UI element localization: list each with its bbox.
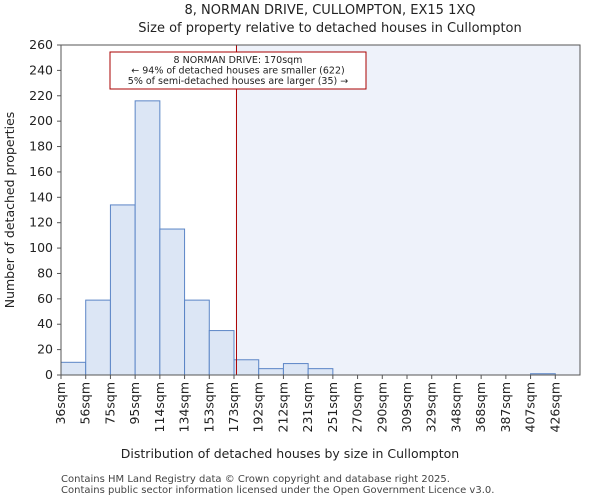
annotation-box	[109, 51, 367, 90]
y-tick-label: 180	[29, 139, 53, 154]
plot-frame	[60, 44, 581, 376]
y-tick-label: 220	[29, 88, 53, 103]
x-tick-label: 134sqm	[177, 382, 192, 432]
x-tick-label: 153sqm	[201, 382, 216, 432]
x-tick-label: 95sqm	[127, 382, 142, 425]
histogram-bar	[159, 228, 186, 376]
histogram-bar	[307, 368, 334, 376]
histogram-bar	[85, 299, 111, 376]
y-tick-label: 260	[29, 37, 53, 52]
footer-credit-1: Contains HM Land Registry data © Crown c…	[61, 474, 450, 485]
x-tick-label: 368sqm	[473, 382, 488, 432]
x-tick-label: 75sqm	[102, 382, 117, 425]
x-tick-label: 251sqm	[325, 382, 340, 432]
y-tick-label: 40	[37, 316, 53, 331]
y-axis-title: Number of detached properties	[2, 112, 17, 309]
histogram-bar	[184, 299, 210, 376]
histogram-bar	[60, 361, 87, 376]
y-tick-label: 200	[29, 113, 53, 128]
chart-title: 8, NORMAN DRIVE, CULLOMPTON, EX15 1XQ	[184, 3, 475, 18]
y-tick-label: 60	[37, 291, 53, 306]
histogram-bar	[258, 368, 284, 376]
y-tick-label: 140	[29, 189, 53, 204]
histogram-bar	[233, 359, 260, 376]
x-tick-label: 192sqm	[251, 382, 266, 432]
x-tick-label: 36sqm	[53, 382, 68, 425]
x-tick-label: 231sqm	[300, 382, 315, 432]
x-axis-title: Distribution of detached houses by size …	[121, 446, 459, 461]
histogram-bar	[109, 204, 136, 376]
histogram-bar	[208, 330, 235, 376]
x-tick-label: 426sqm	[547, 382, 562, 432]
x-tick-label: 329sqm	[424, 382, 439, 432]
y-tick-label: 80	[37, 265, 53, 280]
y-tick-label: 100	[29, 240, 53, 255]
histogram-bar	[282, 363, 309, 376]
x-tick-label: 270sqm	[350, 382, 365, 432]
x-tick-label: 348sqm	[448, 382, 463, 432]
x-tick-label: 407sqm	[523, 382, 538, 432]
y-tick-label: 120	[29, 215, 53, 230]
annotation-line-3: 5% of semi-detached houses are larger (3…	[128, 76, 348, 87]
y-tick-label: 0	[45, 367, 53, 382]
chart-subtitle: Size of property relative to detached ho…	[138, 21, 522, 36]
y-tick-label: 240	[29, 62, 53, 77]
y-tick-label: 20	[37, 342, 53, 357]
histogram-bar	[134, 100, 161, 376]
x-tick-label: 387sqm	[498, 382, 513, 432]
x-tick-label: 114sqm	[152, 382, 167, 432]
larger-region-shade	[236, 45, 580, 375]
annotation-line-1: 8 NORMAN DRIVE: 170sqm	[174, 55, 303, 66]
footer-credit-2: Contains public sector information licen…	[61, 485, 495, 496]
x-tick-label: 173sqm	[226, 382, 241, 432]
y-tick-label: 160	[29, 164, 53, 179]
x-tick-label: 290sqm	[374, 382, 389, 432]
x-tick-label: 309sqm	[399, 382, 414, 432]
x-tick-label: 212sqm	[275, 382, 290, 432]
x-tick-label: 56sqm	[78, 382, 93, 425]
annotation-line-2: ← 94% of detached houses are smaller (62…	[131, 66, 344, 77]
